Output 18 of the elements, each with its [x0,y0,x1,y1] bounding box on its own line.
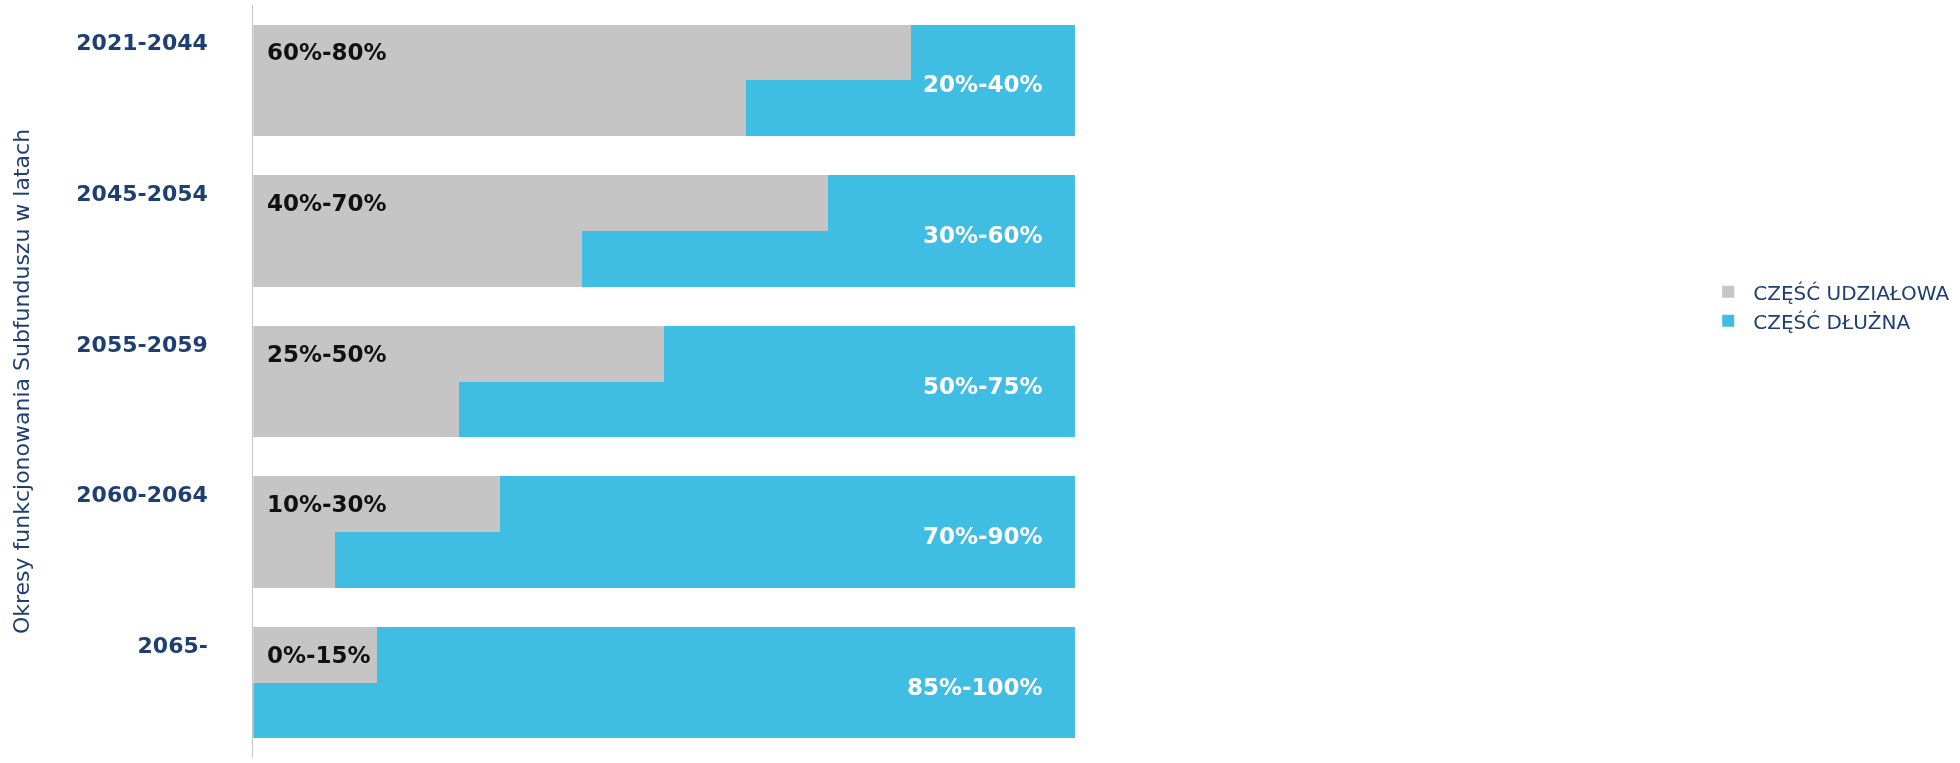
annotation: 70%-90% [923,523,1043,549]
annotation: 10%-30% [267,491,387,517]
legend-label: CZĘŚĆ DŁUŻNA [1753,309,1911,334]
y-tick-label: 2045-2054 [76,180,208,206]
annotation: 85%-100% [907,674,1043,700]
annotation: 30%-60% [923,222,1043,248]
y-tick-label: 2055-2059 [76,331,208,357]
annotation: 40%-70% [267,190,387,216]
annotation: 20%-40% [923,71,1043,97]
y-axis-title: Okresy funkcjonowania Subfunduszu w latach [9,128,35,635]
legend-label: CZĘŚĆ UDZIAŁOWA [1753,280,1950,305]
annotation: 0%-15% [267,642,371,668]
y-tick-label: 2065- [137,632,208,658]
annotation: 50%-75% [923,373,1043,399]
y-tick-label: 2060-2064 [76,482,208,508]
annotation: 60%-80% [267,39,387,65]
annotation: 25%-50% [267,341,387,367]
y-tick-label: 2021-2044 [76,30,208,56]
